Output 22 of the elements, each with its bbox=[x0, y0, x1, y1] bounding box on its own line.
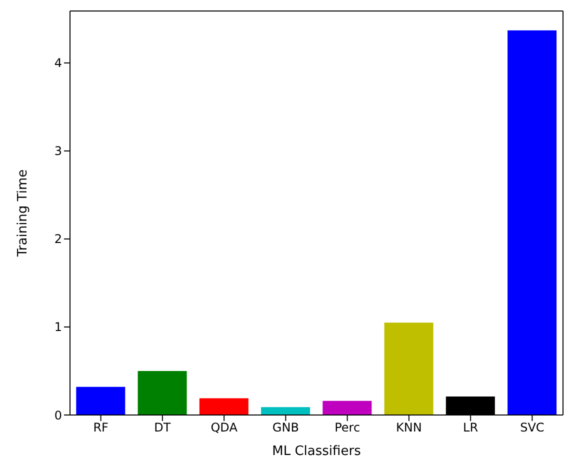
x-tick-label: SVC bbox=[520, 420, 544, 435]
y-tick-label: 3 bbox=[54, 144, 62, 158]
bar bbox=[322, 400, 372, 415]
bar bbox=[199, 398, 248, 415]
x-tick-label: DT bbox=[154, 420, 172, 435]
x-tick-label: KNN bbox=[396, 420, 422, 435]
y-axis-title: Training Time bbox=[16, 169, 31, 258]
y-tick-label: 4 bbox=[54, 56, 62, 70]
bar bbox=[508, 30, 557, 415]
x-tick-label: RF bbox=[93, 420, 109, 435]
x-tick-label: QDA bbox=[210, 420, 238, 435]
x-tick-label: LR bbox=[463, 420, 478, 435]
bar bbox=[261, 407, 310, 415]
y-tick-label: 1 bbox=[54, 320, 62, 334]
y-tick-label: 0 bbox=[54, 408, 62, 422]
bar bbox=[138, 370, 187, 415]
x-axis-title: ML Classifiers bbox=[272, 444, 362, 459]
x-tick-label: Perc bbox=[334, 420, 360, 435]
y-tick-label: 2 bbox=[54, 232, 62, 246]
bar bbox=[76, 386, 126, 415]
x-tick-label: GNB bbox=[272, 420, 299, 435]
bar bbox=[384, 322, 434, 415]
